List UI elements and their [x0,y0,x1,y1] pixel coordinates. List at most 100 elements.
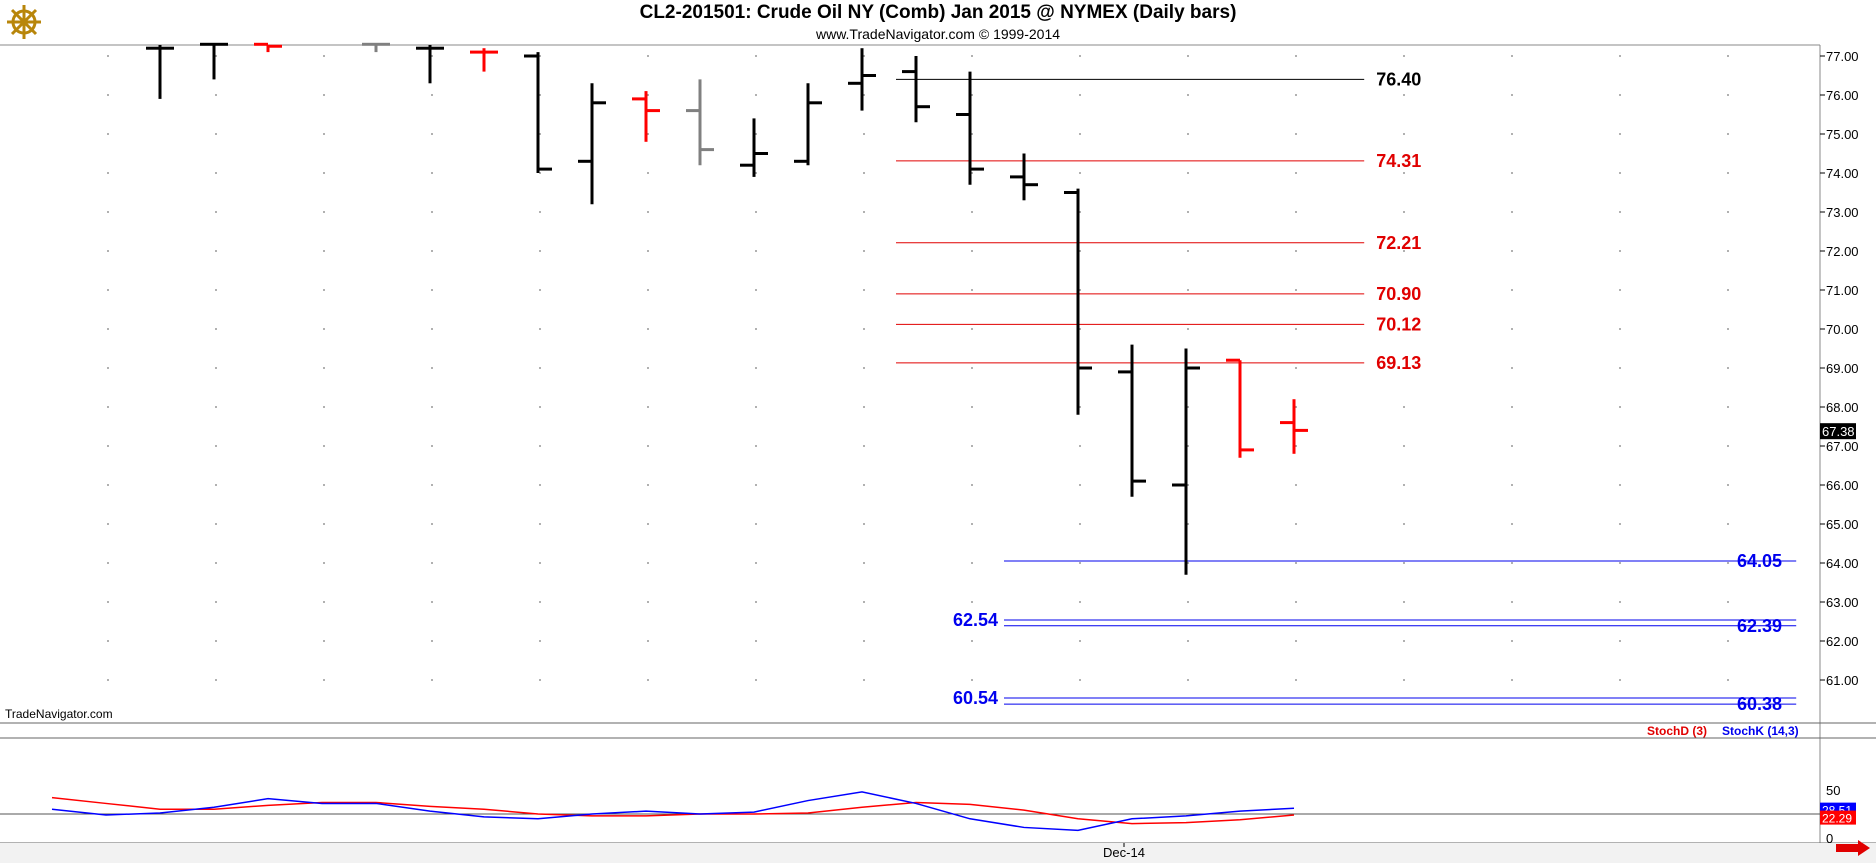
y-tick-label: 76.00 [1826,88,1859,103]
stochd-value-badge [1820,810,1856,825]
grid-dot [107,484,109,486]
grid-dot [647,289,649,291]
grid-dot [1295,211,1297,213]
y-tick-label: 71.00 [1826,283,1859,298]
grid-dot [1619,133,1621,135]
grid-dot [863,172,865,174]
chart-title: CL2-201501: Crude Oil NY (Comb) Jan 2015… [639,2,1237,23]
grid-dot [1079,94,1081,96]
grid-dot [863,523,865,525]
grid-dot [1079,679,1081,681]
grid-dot [1403,133,1405,135]
grid-dot [863,133,865,135]
grid-dot [431,679,433,681]
grid-dot [431,601,433,603]
grid-dot [1619,172,1621,174]
grid-dot [107,406,109,408]
grid-dot [323,211,325,213]
grid-dot [1727,484,1729,486]
y-tick-label: 70.00 [1826,322,1859,337]
grid-dot [647,601,649,603]
grid-dot [1079,601,1081,603]
grid-dot [863,289,865,291]
grid-dot [1403,562,1405,564]
y-tick-label: 69.00 [1826,361,1859,376]
grid-dot [647,211,649,213]
level-label: 70.90 [1376,284,1421,304]
grid-dot [647,562,649,564]
grid-dot [1727,562,1729,564]
grid-dot [1619,328,1621,330]
grid-dot [539,562,541,564]
grid-dot [1295,172,1297,174]
grid-dot [215,211,217,213]
grid-dot [1511,367,1513,369]
grid-dot [1727,640,1729,642]
grid-dot [1511,289,1513,291]
grid-dot [971,367,973,369]
grid-dot [1511,601,1513,603]
grid-dot [1727,445,1729,447]
grid-dot [755,328,757,330]
grid-dot [215,250,217,252]
grid-dot [1079,562,1081,564]
grid-dot [323,562,325,564]
grid-dot [107,94,109,96]
grid-dot [107,250,109,252]
grid-dot [107,133,109,135]
grid-dot [539,679,541,681]
grid-dot [863,406,865,408]
grid-dot [323,679,325,681]
y-tick-label: 65.00 [1826,517,1859,532]
grid-dot [1511,679,1513,681]
grid-dot [1619,562,1621,564]
grid-dot [1295,562,1297,564]
grid-dot [755,523,757,525]
grid-dot [647,367,649,369]
grid-dot [107,523,109,525]
grid-dot [1079,445,1081,447]
grid-dot [1079,484,1081,486]
grid-dot [539,250,541,252]
grid-dot [755,406,757,408]
grid-dot [1511,640,1513,642]
grid-dot [107,562,109,564]
grid-dot [1403,172,1405,174]
grid-dot [431,211,433,213]
grid-dot [863,679,865,681]
y-tick-label: 68.00 [1826,400,1859,415]
level-label: 76.40 [1376,69,1421,89]
grid-dot [1403,94,1405,96]
grid-dot [215,328,217,330]
grid-dot [431,328,433,330]
grid-dot [647,679,649,681]
grid-dot [1403,484,1405,486]
grid-dot [1295,367,1297,369]
grid-dot [323,328,325,330]
grid-dot [215,523,217,525]
grid-dot [1187,133,1189,135]
grid-dot [215,445,217,447]
grid-dot [1511,172,1513,174]
grid-dot [431,562,433,564]
grid-dot [971,445,973,447]
grid-dot [1403,640,1405,642]
y-tick-label: 75.00 [1826,127,1859,142]
grid-dot [863,328,865,330]
grid-dot [1727,94,1729,96]
grid-dot [1295,94,1297,96]
x-axis-date-label: Dec-14 [1103,845,1145,860]
scroll-right-arrow-icon[interactable] [1836,840,1872,861]
grid-dot [1511,406,1513,408]
level-label: 70.12 [1376,314,1421,334]
grid-dot [755,562,757,564]
grid-dot [107,640,109,642]
grid-dot [1727,367,1729,369]
y-tick-label: 66.00 [1826,478,1859,493]
grid-dot [755,679,757,681]
stoch-series-line [51,796,1295,825]
grid-dot [215,406,217,408]
grid-dot [1619,367,1621,369]
grid-dot [1079,523,1081,525]
